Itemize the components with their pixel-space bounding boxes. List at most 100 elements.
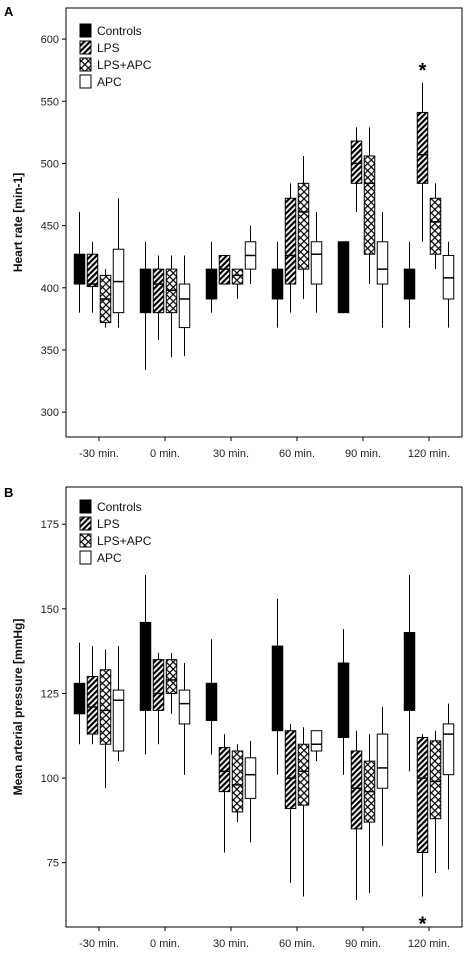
box-lps-apc <box>297 727 310 897</box>
box-lps-apc <box>363 127 376 285</box>
box-body <box>112 689 125 752</box>
x-tick-label: 60 min. <box>279 938 315 950</box>
x-tick-label: 30 min. <box>213 448 249 460</box>
box-body <box>86 253 99 288</box>
box-controls <box>139 575 152 755</box>
legend: Controls LPS LPS+APC APC <box>79 499 152 565</box>
box-lps <box>350 127 363 212</box>
panel-letter: B <box>4 485 13 500</box>
box-controls <box>337 241 350 314</box>
box-body <box>99 669 112 745</box>
box-apc <box>310 730 323 762</box>
box-lps-apc <box>99 649 112 789</box>
y-axis-title: Heart rate [min-1] <box>11 173 25 272</box>
box-body <box>350 140 363 184</box>
legend-swatch <box>79 40 92 55</box>
box-lps-apc <box>165 255 178 358</box>
x-tick-label: 120 min. <box>408 448 450 460</box>
panel-letter: A <box>4 4 14 19</box>
x-tick-label: -30 min. <box>79 448 119 460</box>
box-lps <box>86 241 99 313</box>
box-body <box>271 268 284 300</box>
legend: Controls LPS LPS+APC APC <box>79 23 152 89</box>
box-body <box>139 621 152 711</box>
y-tick-label: 550 <box>41 96 59 108</box>
box-apc <box>442 241 455 328</box>
y-tick-label: 500 <box>41 158 59 170</box>
x-tick-label: 90 min. <box>345 448 381 460</box>
box-body <box>297 743 310 806</box>
box-body <box>442 723 455 776</box>
box-lps <box>152 255 165 341</box>
legend-label: Controls <box>97 500 142 514</box>
box-body <box>152 659 165 711</box>
y-tick-label: 600 <box>41 34 59 46</box>
legend-label: LPS <box>97 517 120 531</box>
box-apc <box>178 255 191 357</box>
box-body <box>86 676 99 735</box>
box-apc <box>244 740 257 843</box>
box-body <box>152 268 165 314</box>
box-lps <box>152 652 165 745</box>
box-body <box>429 197 442 255</box>
significance-star: * <box>419 60 427 82</box>
box-apc <box>112 646 125 762</box>
y-tick-label: 75 <box>47 858 59 870</box>
box-controls <box>139 241 152 370</box>
panel-b: B 75 100 125 150 175 Mean arterial pressure [m… <box>4 485 463 950</box>
legend-label: LPS+APC <box>97 58 152 72</box>
box-body <box>73 253 86 285</box>
legend-label: APC <box>97 551 122 565</box>
box-body <box>139 268 152 314</box>
box-lps-apc <box>363 734 376 894</box>
box-lps <box>218 734 231 853</box>
box-body <box>165 659 178 694</box>
legend-label: APC <box>97 75 122 89</box>
box-controls <box>271 241 284 328</box>
plot-frame <box>65 7 463 438</box>
box-body <box>376 733 389 789</box>
y-tick-label: 175 <box>41 519 59 531</box>
box-body <box>416 736 429 854</box>
box-controls <box>403 241 416 328</box>
box-body <box>218 747 231 793</box>
box-body <box>403 632 416 711</box>
y-tick-label: 450 <box>41 221 59 233</box>
legend-swatch <box>79 499 92 514</box>
box-body <box>429 740 442 820</box>
box-body <box>337 662 350 738</box>
legend-swatch <box>79 516 92 531</box>
box-lps-apc <box>429 730 442 873</box>
box-body <box>310 730 323 752</box>
box-controls <box>205 639 218 755</box>
plot-frame <box>65 486 463 928</box>
box-body <box>350 750 363 830</box>
box-lps-apc <box>165 652 178 714</box>
legend-swatch <box>79 57 92 72</box>
x-tick-label: 60 min. <box>279 448 315 460</box>
box-body <box>231 750 244 813</box>
box-controls <box>73 642 86 745</box>
box-body <box>310 241 323 285</box>
box-lps-apc <box>231 744 244 823</box>
box-lps <box>86 646 99 745</box>
y-tick-label: 150 <box>41 604 59 616</box>
x-tick-label: -30 min. <box>79 938 119 950</box>
box-apc <box>178 663 191 775</box>
box-lps <box>218 254 231 285</box>
box-lps-apc <box>99 269 112 328</box>
box-body <box>73 682 86 715</box>
box-body <box>376 241 389 285</box>
box-controls <box>271 598 284 775</box>
box-body <box>178 689 191 725</box>
significance-star: * <box>419 914 427 936</box>
x-tick-label: 120 min. <box>408 938 450 950</box>
x-tick-label: 0 min. <box>150 938 180 950</box>
box-lps-apc <box>231 268 244 299</box>
box-apc <box>442 703 455 870</box>
legend-label: Controls <box>97 24 142 38</box>
box-body <box>231 268 244 285</box>
box-apc <box>244 225 257 285</box>
legend-swatch <box>79 74 92 89</box>
box-controls <box>403 575 416 772</box>
